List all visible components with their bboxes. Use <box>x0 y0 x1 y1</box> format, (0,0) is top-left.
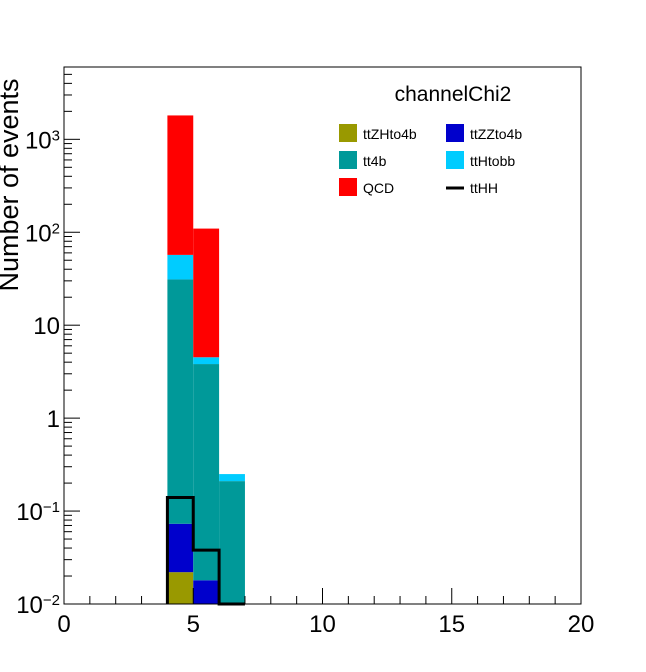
y-tick-label: 102 <box>25 220 60 248</box>
x-tick-label: 15 <box>438 611 465 638</box>
y-axis-label: Number of events <box>0 78 24 291</box>
plot-frame <box>63 66 582 605</box>
legend-label-ttZZto4b: ttZZto4b <box>470 126 522 142</box>
bar-ttZZto4b-bin-4 <box>167 523 194 573</box>
bar-tt4b-bin-5 <box>193 364 220 581</box>
y-tick-label: 103 <box>25 127 60 155</box>
stacked-bars <box>167 115 245 604</box>
legend-item-ttZHto4b: ttZHto4b <box>339 124 417 142</box>
y-tick-label: 10−1 <box>16 499 60 527</box>
bar-ttZHto4b-bin-4 <box>167 572 194 604</box>
legend-swatch-ttZZto4b <box>446 124 464 142</box>
x-tick-label: 20 <box>568 611 595 638</box>
bar-ttHtobb-bin-4 <box>167 254 194 280</box>
bar-tt4b-bin-6 <box>219 481 245 604</box>
y-tick-label: 1 <box>47 406 60 433</box>
bar-QCD-bin-5 <box>193 228 220 358</box>
legend-swatch-ttZHto4b <box>339 124 357 142</box>
bar-tt4b-bin-4 <box>167 279 194 524</box>
axis-ticks <box>63 66 582 605</box>
x-tick-label: 0 <box>57 611 70 638</box>
bar-ttHtobb-bin-6 <box>219 474 245 482</box>
legend-item-QCD: QCD <box>339 178 394 196</box>
x-tick-label: 10 <box>309 611 336 638</box>
legend-item-ttHtobb: ttHtobb <box>446 151 515 169</box>
bar-QCD-bin-4 <box>167 115 194 255</box>
legend-label-QCD: QCD <box>363 180 394 196</box>
legend-label-tt4b: tt4b <box>363 153 387 169</box>
chart-title: channelChi2 <box>395 83 512 106</box>
bar-ttZZto4b-bin-5 <box>193 580 220 604</box>
legend-label-ttHtobb: ttHtobb <box>470 153 515 169</box>
legend-label-ttHH: ttHH <box>470 180 498 196</box>
tick-labels: 0 5 10 15 20 10−2 10−1 1 10 102 103 <box>16 127 594 638</box>
legend: ttZHto4b ttZZto4b tt4b ttHtobb QCD ttHH <box>339 124 522 196</box>
legend-swatch-tt4b <box>339 151 357 169</box>
bar-ttHtobb-bin-5 <box>193 357 220 365</box>
legend-label-ttZHto4b: ttZHto4b <box>363 126 417 142</box>
y-tick-label: 10 <box>33 313 60 340</box>
legend-item-ttHH: ttHH <box>446 180 498 196</box>
legend-swatch-QCD <box>339 178 357 196</box>
y-tick-label: 10−2 <box>16 592 60 620</box>
legend-item-ttZZto4b: ttZZto4b <box>446 124 522 142</box>
legend-swatch-ttHtobb <box>446 151 464 169</box>
legend-item-tt4b: tt4b <box>339 151 387 169</box>
x-tick-label: 5 <box>187 611 200 638</box>
